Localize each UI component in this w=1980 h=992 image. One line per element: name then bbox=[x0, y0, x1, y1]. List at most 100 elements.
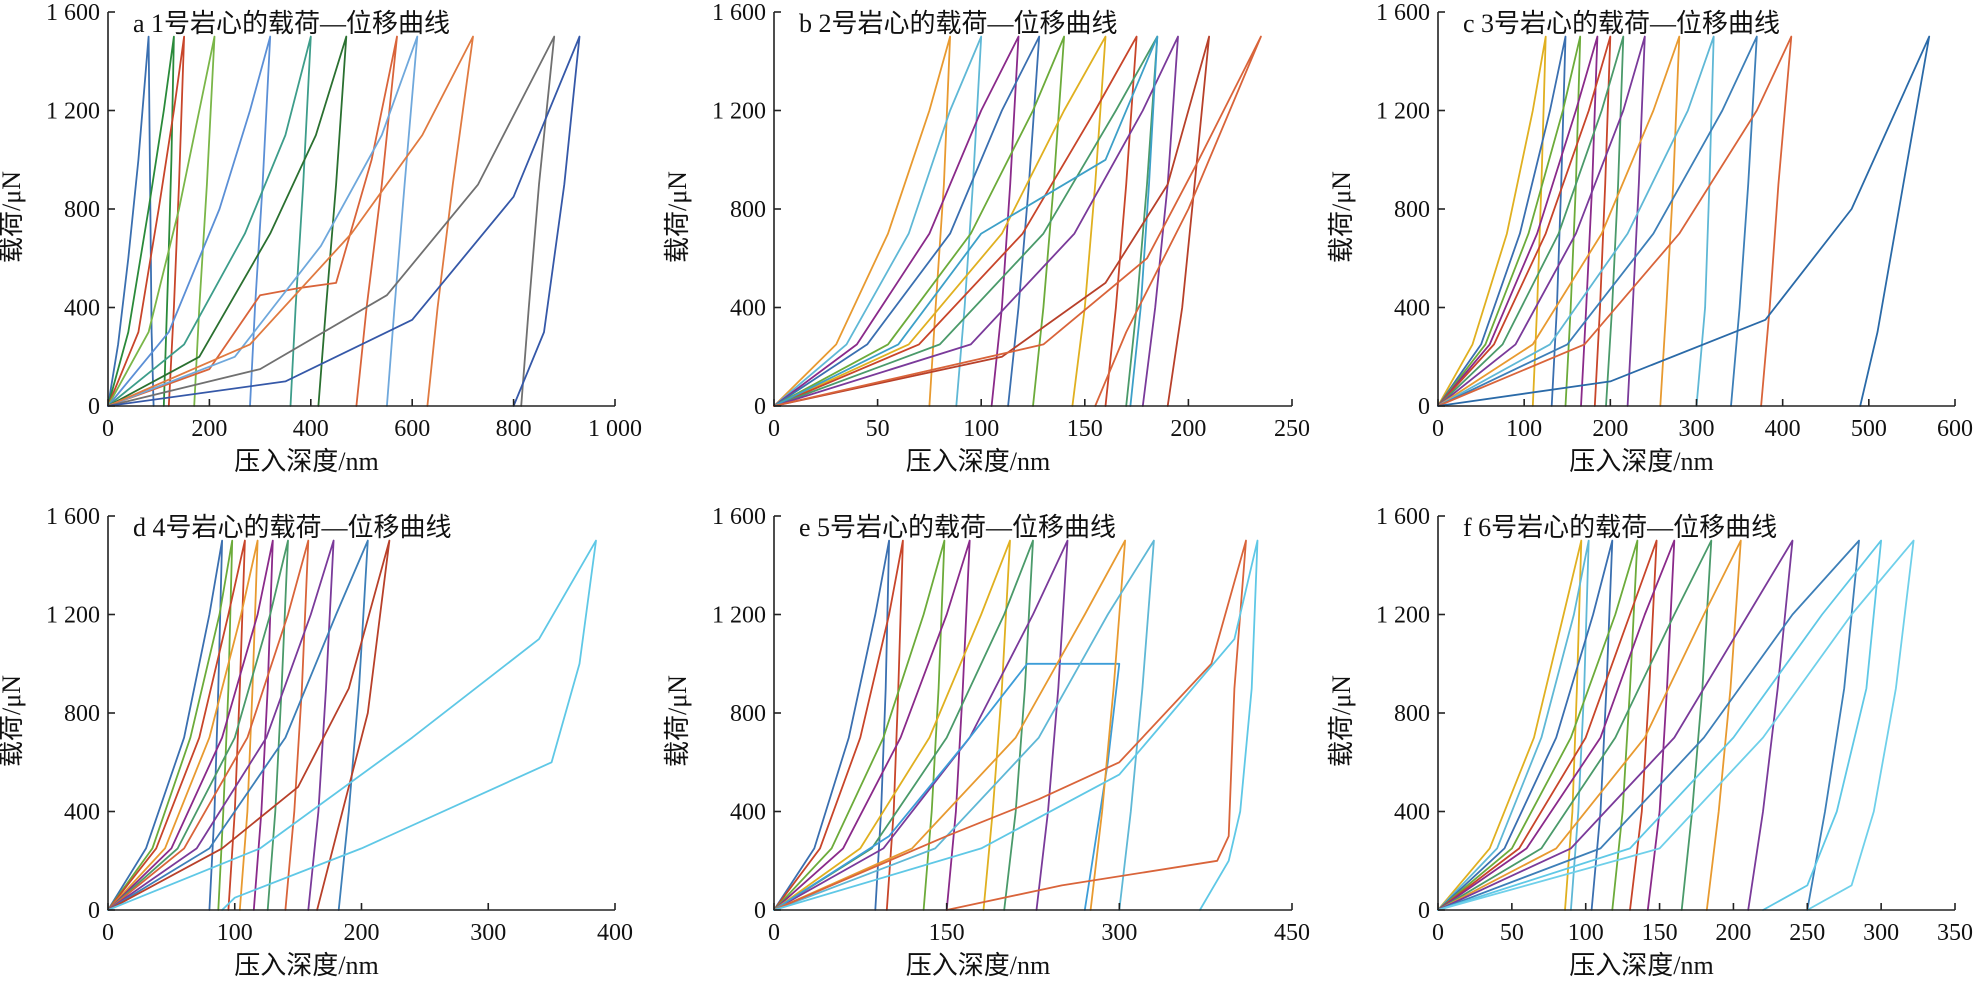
y-tick-label: 800 bbox=[730, 197, 766, 223]
y-tick-label: 1 200 bbox=[1376, 99, 1430, 125]
x-tick-label: 150 bbox=[1642, 920, 1678, 946]
load-displacement-curve-5-8 bbox=[1437, 539, 1794, 911]
x-tick-label: 400 bbox=[1765, 416, 1801, 442]
y-axis-label: 载荷/μN bbox=[663, 171, 692, 263]
y-tick-label: 1 200 bbox=[1376, 603, 1430, 629]
x-tick-label: 0 bbox=[102, 920, 114, 946]
x-tick-label: 200 bbox=[344, 920, 380, 946]
load-displacement-curve-0-8 bbox=[107, 35, 419, 407]
load-displacement-curve-3-1 bbox=[107, 539, 234, 911]
x-tick-label: 50 bbox=[866, 416, 890, 442]
load-displacement-curve-4-3 bbox=[773, 539, 971, 911]
y-tick-label: 1 200 bbox=[46, 603, 100, 629]
x-tick-label: 200 bbox=[1715, 920, 1751, 946]
load-displacement-curve-4-7 bbox=[773, 662, 1121, 911]
x-tick-label: 400 bbox=[293, 416, 329, 442]
load-displacement-curve-2-11 bbox=[1437, 35, 1931, 407]
load-displacement-curve-5-5 bbox=[1437, 539, 1676, 911]
y-axis-label: 载荷/μN bbox=[1327, 675, 1356, 767]
load-displacement-curve-1-2 bbox=[773, 35, 1020, 407]
x-tick-label: 150 bbox=[929, 920, 965, 946]
y-tick-label: 0 bbox=[754, 898, 766, 924]
x-axis-label: 压入深度/nm bbox=[906, 447, 1050, 476]
load-displacement-curve-2-10 bbox=[1437, 35, 1793, 407]
x-tick-label: 300 bbox=[1101, 920, 1137, 946]
y-tick-label: 800 bbox=[64, 701, 100, 727]
load-displacement-curve-1-7 bbox=[773, 35, 1159, 407]
x-axis-label: 压入深度/nm bbox=[234, 951, 378, 980]
x-tick-label: 150 bbox=[1067, 416, 1103, 442]
y-tick-label: 0 bbox=[1418, 394, 1430, 420]
x-tick-label: 300 bbox=[1679, 416, 1715, 442]
load-displacement-curve-1-4 bbox=[773, 35, 1065, 407]
load-displacement-curve-4-5 bbox=[773, 539, 1034, 911]
chart-title: f 6号岩心的载荷—位移曲线 bbox=[1463, 513, 1777, 542]
load-displacement-curve-2-5 bbox=[1437, 35, 1625, 407]
x-tick-label: 100 bbox=[1568, 920, 1604, 946]
x-tick-label: 200 bbox=[191, 416, 227, 442]
x-tick-label: 300 bbox=[470, 920, 506, 946]
y-tick-label: 400 bbox=[730, 296, 766, 322]
x-tick-label: 1 000 bbox=[588, 416, 642, 442]
x-tick-label: 450 bbox=[1274, 920, 1310, 946]
y-axis-label: 载荷/μN bbox=[0, 171, 26, 263]
y-tick-label: 1 600 bbox=[46, 0, 100, 26]
y-axis-label: 载荷/μN bbox=[1327, 171, 1356, 263]
load-displacement-curve-2-9 bbox=[1437, 35, 1758, 407]
x-tick-label: 400 bbox=[597, 920, 633, 946]
y-tick-label: 800 bbox=[1394, 701, 1430, 727]
x-axis-label: 压入深度/nm bbox=[1569, 951, 1713, 980]
y-tick-label: 400 bbox=[1394, 296, 1430, 322]
load-displacement-curve-5-4 bbox=[1437, 539, 1658, 911]
load-displacement-curve-5-10 bbox=[1437, 539, 1882, 911]
load-displacement-curve-4-1 bbox=[773, 539, 904, 911]
x-tick-label: 200 bbox=[1592, 416, 1628, 442]
y-tick-label: 1 200 bbox=[712, 99, 766, 125]
x-tick-label: 800 bbox=[496, 416, 532, 442]
y-tick-label: 400 bbox=[730, 800, 766, 826]
x-tick-label: 100 bbox=[1506, 416, 1542, 442]
load-displacement-curve-5-7 bbox=[1437, 539, 1742, 911]
load-displacement-curve-5-1 bbox=[1437, 539, 1590, 911]
load-displacement-curve-5-9 bbox=[1437, 539, 1860, 911]
y-tick-label: 0 bbox=[88, 394, 100, 420]
chart-panel-5: 0 50 100 150 200 250 300 350 0 400 800 1 200 1 600 f … bbox=[1327, 504, 1973, 980]
load-displacement-curve-0-10 bbox=[107, 35, 556, 407]
chart-title: c 3号岩心的载荷—位移曲线 bbox=[1463, 9, 1780, 38]
load-displacement-curve-0-6 bbox=[107, 35, 348, 407]
y-axis-label: 载荷/μN bbox=[663, 675, 692, 767]
x-tick-label: 250 bbox=[1274, 416, 1310, 442]
y-tick-label: 800 bbox=[64, 197, 100, 223]
load-displacement-curve-1-9 bbox=[773, 35, 1159, 407]
load-displacement-curve-0-4 bbox=[107, 35, 272, 407]
y-tick-label: 400 bbox=[64, 296, 100, 322]
y-tick-label: 0 bbox=[88, 898, 100, 924]
load-displacement-curve-2-2 bbox=[1437, 35, 1582, 407]
y-tick-label: 0 bbox=[1418, 898, 1430, 924]
chart-panel-1: 0 50 100 150 200 250 0 400 800 1 200 1 600 b 2号岩心的载… bbox=[663, 0, 1310, 476]
load-displacement-curve-3-9 bbox=[107, 539, 391, 911]
y-tick-label: 400 bbox=[1394, 800, 1430, 826]
x-tick-label: 100 bbox=[963, 416, 999, 442]
chart-title: d 4号岩心的载荷—位移曲线 bbox=[133, 513, 452, 542]
load-displacement-curve-1-10 bbox=[773, 35, 1210, 407]
load-displacement-curve-3-0 bbox=[107, 539, 223, 911]
load-displacement-curve-1-11 bbox=[773, 35, 1262, 407]
x-axis-label: 压入深度/nm bbox=[234, 447, 378, 476]
y-tick-label: 1 600 bbox=[1376, 0, 1430, 26]
load-displacement-curve-4-8 bbox=[773, 539, 1126, 911]
y-tick-label: 1 600 bbox=[46, 504, 100, 530]
load-displacement-curve-1-8 bbox=[773, 35, 1179, 407]
load-displacement-curve-2-7 bbox=[1437, 35, 1681, 407]
x-tick-label: 600 bbox=[1937, 416, 1973, 442]
load-displacement-curve-2-4 bbox=[1437, 35, 1612, 407]
chart-title: e 5号岩心的载荷—位移曲线 bbox=[799, 513, 1116, 542]
y-tick-label: 1 600 bbox=[712, 504, 766, 530]
x-tick-label: 0 bbox=[102, 416, 114, 442]
load-displacement-curve-3-8 bbox=[107, 539, 369, 911]
load-displacement-curve-3-6 bbox=[107, 539, 310, 911]
load-displacement-curve-1-6 bbox=[773, 35, 1138, 407]
y-tick-label: 1 200 bbox=[712, 603, 766, 629]
x-tick-label: 0 bbox=[1432, 920, 1444, 946]
